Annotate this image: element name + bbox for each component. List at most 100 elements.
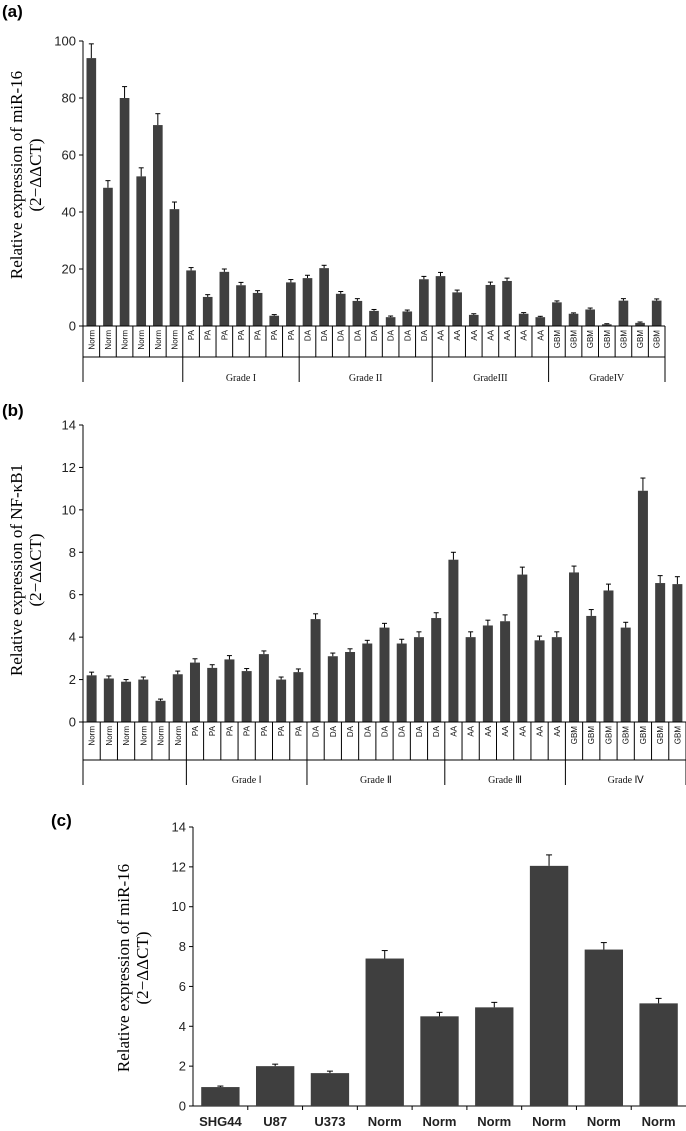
category-label: GBM	[604, 726, 613, 745]
y-tick-label: 4	[179, 1019, 186, 1034]
category-label: GBM	[570, 726, 579, 745]
bar	[86, 58, 97, 326]
bar	[655, 583, 666, 722]
category-label: U373	[314, 1114, 345, 1129]
category-label: DA	[387, 329, 396, 341]
bar	[369, 310, 379, 326]
category-label: PA	[270, 329, 279, 340]
bar	[618, 300, 629, 326]
category-label: Norm	[477, 1114, 511, 1129]
category-label: Norm	[87, 330, 96, 350]
panel-label-a: (a)	[2, 2, 23, 21]
category-label: DA	[363, 725, 372, 737]
panel-label-b: (b)	[2, 401, 24, 420]
category-label: Norm	[423, 1114, 457, 1129]
bar	[468, 314, 479, 326]
bar	[207, 667, 218, 722]
bar	[502, 280, 512, 326]
y-tick-label: 60	[62, 148, 76, 163]
category-label: DA	[320, 329, 329, 341]
chart-b: 0 2 4 6 8 10 12 14 Norm Norm Norm Norm Norm Norm PA PA P…	[62, 418, 686, 786]
bar	[189, 662, 200, 722]
chart-c: 0 2 4 6 8 10 12 14 SHG44 U87 U373 Norm Norm Norm Norm N…	[172, 820, 686, 1129]
y-tick-label: 12	[62, 460, 76, 475]
category-label: DA	[415, 725, 424, 737]
bar	[352, 300, 363, 326]
bar	[485, 284, 496, 326]
bar	[293, 672, 304, 722]
category-label: AA	[484, 725, 493, 736]
category-label: PA	[277, 725, 286, 736]
bar	[286, 282, 296, 326]
category-label: SHG44	[199, 1114, 242, 1129]
category-label: AA	[467, 725, 476, 736]
bar	[569, 572, 580, 722]
bar	[635, 322, 645, 326]
bar	[302, 278, 313, 326]
panel-a-ylabel-line2: (2−ΔΔCT)	[26, 139, 45, 212]
bar	[201, 1087, 240, 1106]
bar	[529, 865, 569, 1106]
category-label: Norm	[170, 330, 179, 350]
group-label: Grade Ⅱ	[360, 775, 392, 786]
category-label: PA	[191, 725, 200, 736]
group-label: Grade Ⅰ	[232, 775, 262, 786]
category-label: AA	[553, 725, 562, 736]
bar	[396, 643, 407, 722]
category-label: AA	[449, 725, 458, 736]
group-label: Grade II	[349, 373, 383, 384]
category-label: PA	[243, 725, 252, 736]
category-label: AA	[536, 329, 545, 340]
category-label: AA	[503, 329, 512, 340]
category-label: PA	[187, 329, 196, 340]
bar	[552, 302, 562, 326]
category-label: AA	[486, 329, 495, 340]
bar	[402, 311, 413, 326]
bar	[586, 615, 597, 722]
category-label: GBM	[656, 726, 665, 745]
category-label: PA	[225, 725, 234, 736]
bar	[584, 949, 624, 1106]
bar	[345, 651, 356, 722]
category-label: Norm	[104, 330, 113, 350]
category-label: PA	[208, 725, 217, 736]
bar	[379, 627, 390, 722]
y-tick-label: 2	[179, 1059, 186, 1074]
bar	[601, 324, 612, 326]
category-label: GBM	[622, 726, 631, 745]
category-label: Norm	[88, 726, 97, 746]
bar	[639, 1003, 678, 1106]
bar	[119, 98, 130, 326]
category-label: AA	[453, 329, 462, 340]
bar	[435, 276, 446, 326]
category-label: DA	[312, 725, 321, 737]
category-label: AA	[518, 725, 527, 736]
bar	[310, 619, 321, 722]
category-label: GBM	[619, 330, 628, 349]
category-label: DA	[420, 329, 429, 341]
bar	[103, 678, 114, 722]
bar	[431, 618, 442, 722]
y-tick-label: 8	[179, 939, 186, 954]
bar	[121, 681, 132, 722]
bar	[365, 958, 404, 1106]
bar	[568, 313, 579, 326]
category-label: GBM	[603, 330, 612, 349]
category-label: PA	[220, 329, 229, 340]
bar	[535, 317, 546, 326]
category-label: PA	[204, 329, 213, 340]
bar	[202, 296, 213, 326]
bar	[518, 313, 529, 326]
category-label: DA	[403, 329, 412, 341]
y-tick-label: 2	[69, 672, 76, 687]
category-label: GBM	[636, 330, 645, 349]
category-label: AA	[536, 725, 545, 736]
bar	[534, 640, 545, 722]
y-tick-label: 80	[62, 91, 76, 106]
bar	[252, 292, 263, 326]
bar	[153, 125, 163, 326]
category-label: GBM	[553, 330, 562, 349]
bar	[335, 293, 346, 326]
category-label: AA	[501, 725, 510, 736]
category-label: GBM	[570, 330, 579, 349]
